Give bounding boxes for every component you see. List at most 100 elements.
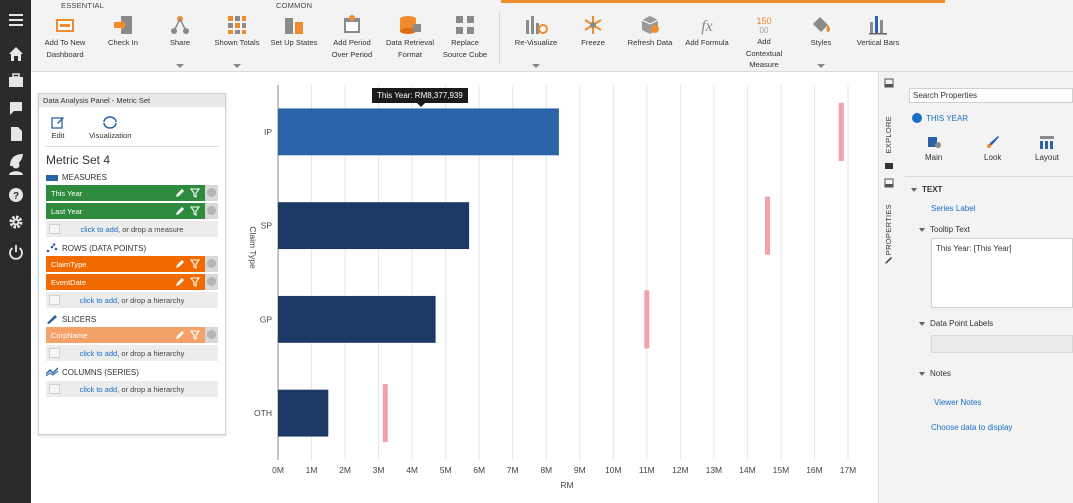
add-slicer-link[interactable]: click to add bbox=[79, 349, 118, 358]
measures-drop-zone[interactable]: click to add, or drop a measure bbox=[46, 221, 218, 237]
pencil-icon[interactable] bbox=[175, 188, 185, 198]
collapse-properties-icon[interactable] bbox=[881, 178, 896, 190]
columns-section: COLUMNS (SERIES) bbox=[39, 364, 225, 379]
filter-icon[interactable] bbox=[190, 330, 200, 340]
document-icon[interactable] bbox=[8, 126, 24, 142]
remove-icon[interactable] bbox=[205, 274, 218, 290]
pencil-icon[interactable] bbox=[175, 277, 185, 287]
choose-data-link[interactable]: Choose data to display bbox=[931, 423, 1013, 432]
tab-main[interactable]: Main bbox=[925, 134, 942, 162]
add-contextual-measure-button[interactable]: 150 00 Add Contextual Measure bbox=[745, 16, 783, 69]
tooltip-text-header[interactable]: Tooltip Text bbox=[919, 225, 970, 234]
re-visualize-caret-icon[interactable] bbox=[532, 64, 540, 68]
tab-properties[interactable]: PROPERTIES bbox=[884, 204, 893, 256]
pencil-icon[interactable] bbox=[175, 330, 185, 340]
bar-this-year[interactable] bbox=[278, 202, 470, 250]
selected-series[interactable]: THIS YEAR bbox=[912, 113, 968, 123]
columns-drop-zone[interactable]: click to add, or drop a hierarchy bbox=[46, 381, 218, 397]
add-period-over-period-button[interactable]: Add Period Over Period bbox=[326, 14, 378, 59]
bar-this-year[interactable] bbox=[278, 389, 329, 437]
refresh-cube-icon bbox=[641, 16, 659, 34]
measure-chip-last-year[interactable]: Last Year bbox=[46, 203, 218, 219]
menu-icon[interactable] bbox=[8, 12, 24, 28]
plus-icon[interactable] bbox=[49, 295, 60, 305]
marker-last-year[interactable] bbox=[382, 384, 388, 443]
plus-icon[interactable] bbox=[49, 348, 60, 358]
power-icon[interactable] bbox=[8, 244, 24, 260]
add-to-new-dashboard-button[interactable]: Add To New Dashboard bbox=[39, 14, 91, 59]
remove-icon[interactable] bbox=[205, 327, 218, 343]
pencil-icon[interactable] bbox=[175, 259, 185, 269]
filter-icon[interactable] bbox=[190, 188, 200, 198]
data-point-labels-field[interactable] bbox=[931, 335, 1073, 353]
notes-header[interactable]: Notes bbox=[919, 369, 951, 378]
x-tick-label: 3M bbox=[373, 465, 385, 475]
remove-icon[interactable] bbox=[205, 203, 218, 219]
x-tick-label: 2M bbox=[339, 465, 351, 475]
tab-look[interactable]: Look bbox=[984, 134, 1001, 162]
replace-source-cube-button[interactable]: Replace Source Cube bbox=[439, 14, 491, 59]
marker-last-year[interactable] bbox=[838, 102, 844, 161]
data-retrieval-format-button[interactable]: Data Retrieval Format bbox=[381, 14, 439, 59]
slicer-chip-corpname[interactable]: CorpName bbox=[46, 327, 218, 343]
y-tick-label: IP bbox=[264, 127, 272, 137]
add-row-link[interactable]: click to add bbox=[79, 296, 118, 305]
tab-layout[interactable]: Layout bbox=[1035, 134, 1059, 162]
pencil-icon[interactable] bbox=[175, 206, 185, 216]
x-tick-label: 14M bbox=[739, 465, 756, 475]
add-formula-button[interactable]: fx Add Formula bbox=[683, 14, 731, 48]
refresh-data-button[interactable]: Refresh Data bbox=[626, 14, 674, 48]
filter-icon[interactable] bbox=[190, 259, 200, 269]
series-label-link[interactable]: Series Label bbox=[931, 204, 976, 213]
share-caret-icon[interactable] bbox=[176, 64, 184, 68]
re-visualize-button[interactable]: Re-Visualize bbox=[509, 14, 563, 68]
remove-icon[interactable] bbox=[205, 256, 218, 272]
tab-explore[interactable]: EXPLORE bbox=[884, 116, 893, 154]
viewer-notes-link[interactable]: Viewer Notes bbox=[934, 398, 982, 407]
bar-this-year[interactable] bbox=[278, 108, 559, 156]
gear-icon[interactable] bbox=[8, 214, 24, 230]
help-icon[interactable]: ? bbox=[8, 187, 24, 203]
tooltip-pointer bbox=[417, 103, 425, 107]
check-in-button[interactable]: Check In bbox=[101, 14, 145, 48]
rows-drop-zone[interactable]: click to add, or drop a hierarchy bbox=[46, 292, 218, 308]
filter-icon[interactable] bbox=[190, 277, 200, 287]
marker-last-year[interactable] bbox=[644, 290, 650, 349]
freeze-button[interactable]: Freeze bbox=[574, 14, 612, 48]
search-properties-input[interactable]: Search Properties bbox=[909, 88, 1073, 103]
set-up-states-button[interactable]: Set Up States bbox=[269, 14, 319, 48]
row-chip-eventdate[interactable]: EventDate bbox=[46, 274, 218, 290]
props-divider bbox=[905, 176, 1073, 177]
vertical-bars-button[interactable]: Vertical Bars bbox=[853, 14, 903, 48]
plus-icon[interactable] bbox=[49, 224, 60, 234]
slicers-drop-zone[interactable]: click to add, or drop a hierarchy bbox=[46, 345, 218, 361]
styles-button[interactable]: Styles bbox=[801, 14, 841, 68]
visualization-button[interactable]: Visualization bbox=[89, 115, 132, 140]
edit-button[interactable]: Edit bbox=[51, 115, 65, 140]
plus-icon[interactable] bbox=[49, 384, 60, 394]
share-button[interactable]: Share bbox=[159, 14, 201, 68]
comment-icon[interactable] bbox=[8, 100, 24, 116]
explore-tab-icon[interactable] bbox=[881, 162, 896, 172]
add-measure-link[interactable]: click to add bbox=[80, 225, 119, 234]
remove-icon[interactable] bbox=[205, 185, 218, 201]
briefcase-icon[interactable] bbox=[8, 72, 24, 88]
properties-tab-icon[interactable] bbox=[881, 256, 896, 267]
tooltip-text-input[interactable]: This Year: [This Year] bbox=[931, 238, 1073, 308]
rows-section: ROWS (DATA POINTS) bbox=[39, 240, 225, 255]
shown-totals-button[interactable]: Shown Totals bbox=[211, 14, 263, 68]
measure-chip-this-year[interactable]: This Year bbox=[46, 185, 218, 201]
user-icon[interactable] bbox=[8, 160, 24, 176]
filter-icon[interactable] bbox=[190, 206, 200, 216]
shown-totals-caret-icon[interactable] bbox=[233, 64, 241, 68]
styles-caret-icon[interactable] bbox=[817, 64, 825, 68]
series-back-icon[interactable] bbox=[912, 113, 922, 123]
marker-last-year[interactable] bbox=[765, 196, 771, 255]
data-point-labels-header[interactable]: Data Point Labels bbox=[919, 319, 993, 328]
add-column-link[interactable]: click to add bbox=[79, 385, 118, 394]
collapse-explore-icon[interactable] bbox=[881, 78, 896, 90]
row-chip-claimtype[interactable]: ClaimType bbox=[46, 256, 218, 272]
bar-this-year[interactable] bbox=[278, 295, 436, 343]
text-group-header[interactable]: TEXT bbox=[911, 185, 942, 194]
home-icon[interactable] bbox=[8, 46, 24, 62]
